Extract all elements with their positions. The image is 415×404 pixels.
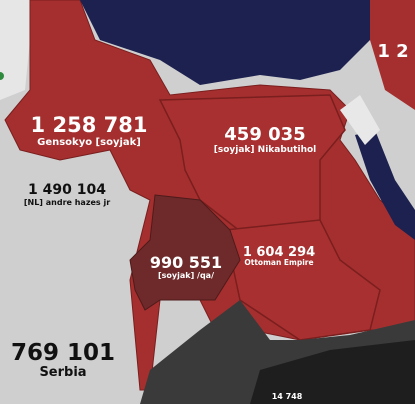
black-territory[interactable] xyxy=(250,340,415,404)
territory-name: Ottoman Empire xyxy=(244,258,313,267)
territory-name: [NL] andre hazes jr xyxy=(24,198,110,207)
ottoman-territory[interactable] xyxy=(224,219,381,341)
qa-territory[interactable] xyxy=(129,194,241,311)
territory-name: [soyjak] /qa/ xyxy=(158,271,214,280)
troop-count: 990 551 xyxy=(150,253,222,272)
troop-count: 1 2 xyxy=(377,41,408,62)
troop-count: 14 748 xyxy=(272,392,303,401)
troop-count: 1 604 294 xyxy=(243,245,315,260)
territory-name: Serbia xyxy=(39,365,86,380)
neutral-land xyxy=(340,95,380,145)
sea xyxy=(80,0,370,85)
red-territory[interactable] xyxy=(370,0,415,110)
troop-count: 1 490 104 xyxy=(28,182,106,198)
sea xyxy=(355,130,415,240)
territory-name: [soyjak] Nikabutihol xyxy=(214,145,317,155)
player-marker xyxy=(0,72,4,80)
troop-count: 1 258 781 xyxy=(31,113,148,137)
troop-count: 769 101 xyxy=(11,340,115,366)
neutral-land xyxy=(0,0,30,100)
territory-name: Gensokyo [soyjak] xyxy=(37,137,141,148)
troop-count: 459 035 xyxy=(224,124,305,145)
